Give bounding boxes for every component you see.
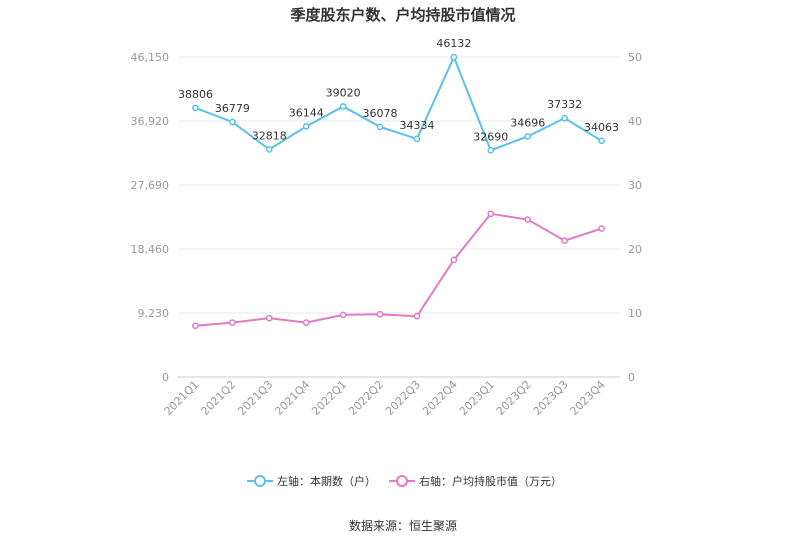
data-label: 32818 — [252, 129, 287, 142]
data-point — [229, 118, 236, 126]
data-label: 34696 — [510, 116, 545, 129]
data-point — [487, 146, 495, 154]
data-point — [302, 123, 310, 130]
x-tick-label: 2023Q3 — [531, 378, 571, 418]
legend-label: 左轴：本期数（户） — [277, 474, 376, 488]
data-label: 32690 — [473, 130, 508, 143]
x-tick-label: 2021Q4 — [272, 378, 312, 418]
data-point — [376, 310, 384, 318]
x-tick-label: 2023Q2 — [494, 378, 534, 418]
x-tick-label: 2021Q2 — [198, 378, 238, 418]
data-point — [598, 225, 605, 232]
data-point — [265, 146, 273, 153]
left-tick-label: 9,230 — [138, 307, 170, 320]
data-label: 46132 — [436, 37, 471, 50]
left-tick-label: 46,150 — [131, 51, 170, 64]
data-point — [561, 114, 568, 122]
right-tick-label: 10 — [628, 307, 642, 320]
data-point — [376, 123, 384, 131]
data-point — [192, 322, 199, 330]
left-axis: 0 9,230 18,460 27,690 36,920 46,150 — [131, 51, 170, 384]
x-tick-label: 2023Q1 — [457, 378, 497, 418]
legend-label: 右轴：户均持股市值（万元） — [419, 474, 562, 488]
data-point — [450, 53, 458, 61]
right-tick-label: 50 — [628, 51, 642, 64]
data-point — [339, 311, 347, 319]
right-axis: 0 10 20 30 40 50 — [628, 51, 642, 384]
chart-title: 季度股东户数、户均持股市值情况 — [290, 6, 515, 24]
left-tick-label: 18,460 — [131, 243, 170, 256]
x-axis: 2021Q12021Q22021Q32021Q42022Q12022Q22022… — [162, 378, 608, 418]
x-tick-label: 2022Q1 — [309, 378, 349, 418]
legend-marker — [396, 475, 408, 487]
data-label: 36144 — [289, 106, 324, 119]
data-label: 34334 — [399, 119, 434, 132]
left-tick-label: 27,690 — [131, 179, 170, 192]
data-point — [524, 216, 532, 223]
series-line-1 — [195, 54, 603, 152]
data-point — [524, 133, 532, 140]
x-tick-label: 2022Q4 — [420, 378, 460, 418]
legend-marker — [254, 475, 266, 487]
data-label: 36779 — [215, 102, 250, 115]
x-tick-label: 2023Q4 — [568, 378, 608, 418]
x-tick-label: 2022Q3 — [383, 378, 423, 418]
data-point — [339, 103, 347, 110]
data-label: 38806 — [178, 88, 213, 101]
legend[interactable]: 左轴：本期数（户） 右轴：户均持股市值（万元） — [247, 474, 562, 488]
data-point — [192, 104, 199, 112]
data-point — [561, 237, 568, 245]
legend-item-1[interactable]: 左轴：本期数（户） — [247, 474, 376, 488]
right-tick-label: 30 — [628, 179, 642, 192]
data-label: 39020 — [326, 86, 361, 99]
legend-item-2[interactable]: 右轴：户均持股市值（万元） — [389, 474, 562, 488]
data-point — [302, 319, 310, 326]
data-label: 37332 — [547, 98, 582, 111]
data-label: 34063 — [584, 121, 619, 134]
data-point — [413, 312, 421, 320]
data-point — [265, 314, 273, 322]
data-point — [229, 319, 236, 326]
data-point — [450, 256, 458, 264]
right-tick-label: 40 — [628, 115, 642, 128]
data-label: 36078 — [363, 107, 398, 120]
x-tick-label: 2022Q2 — [346, 378, 386, 418]
source-note: 数据来源：恒生聚源 — [349, 518, 457, 533]
data-point — [413, 135, 421, 143]
x-tick-label: 2021Q3 — [235, 378, 275, 418]
right-tick-label: 20 — [628, 243, 642, 256]
left-tick-label: 0 — [162, 371, 169, 384]
left-tick-label: 36,920 — [131, 115, 170, 128]
series-line-2 — [195, 212, 602, 327]
data-point — [487, 210, 495, 218]
data-point — [598, 137, 605, 145]
right-tick-label: 0 — [628, 371, 635, 384]
grid-lines — [177, 56, 620, 378]
